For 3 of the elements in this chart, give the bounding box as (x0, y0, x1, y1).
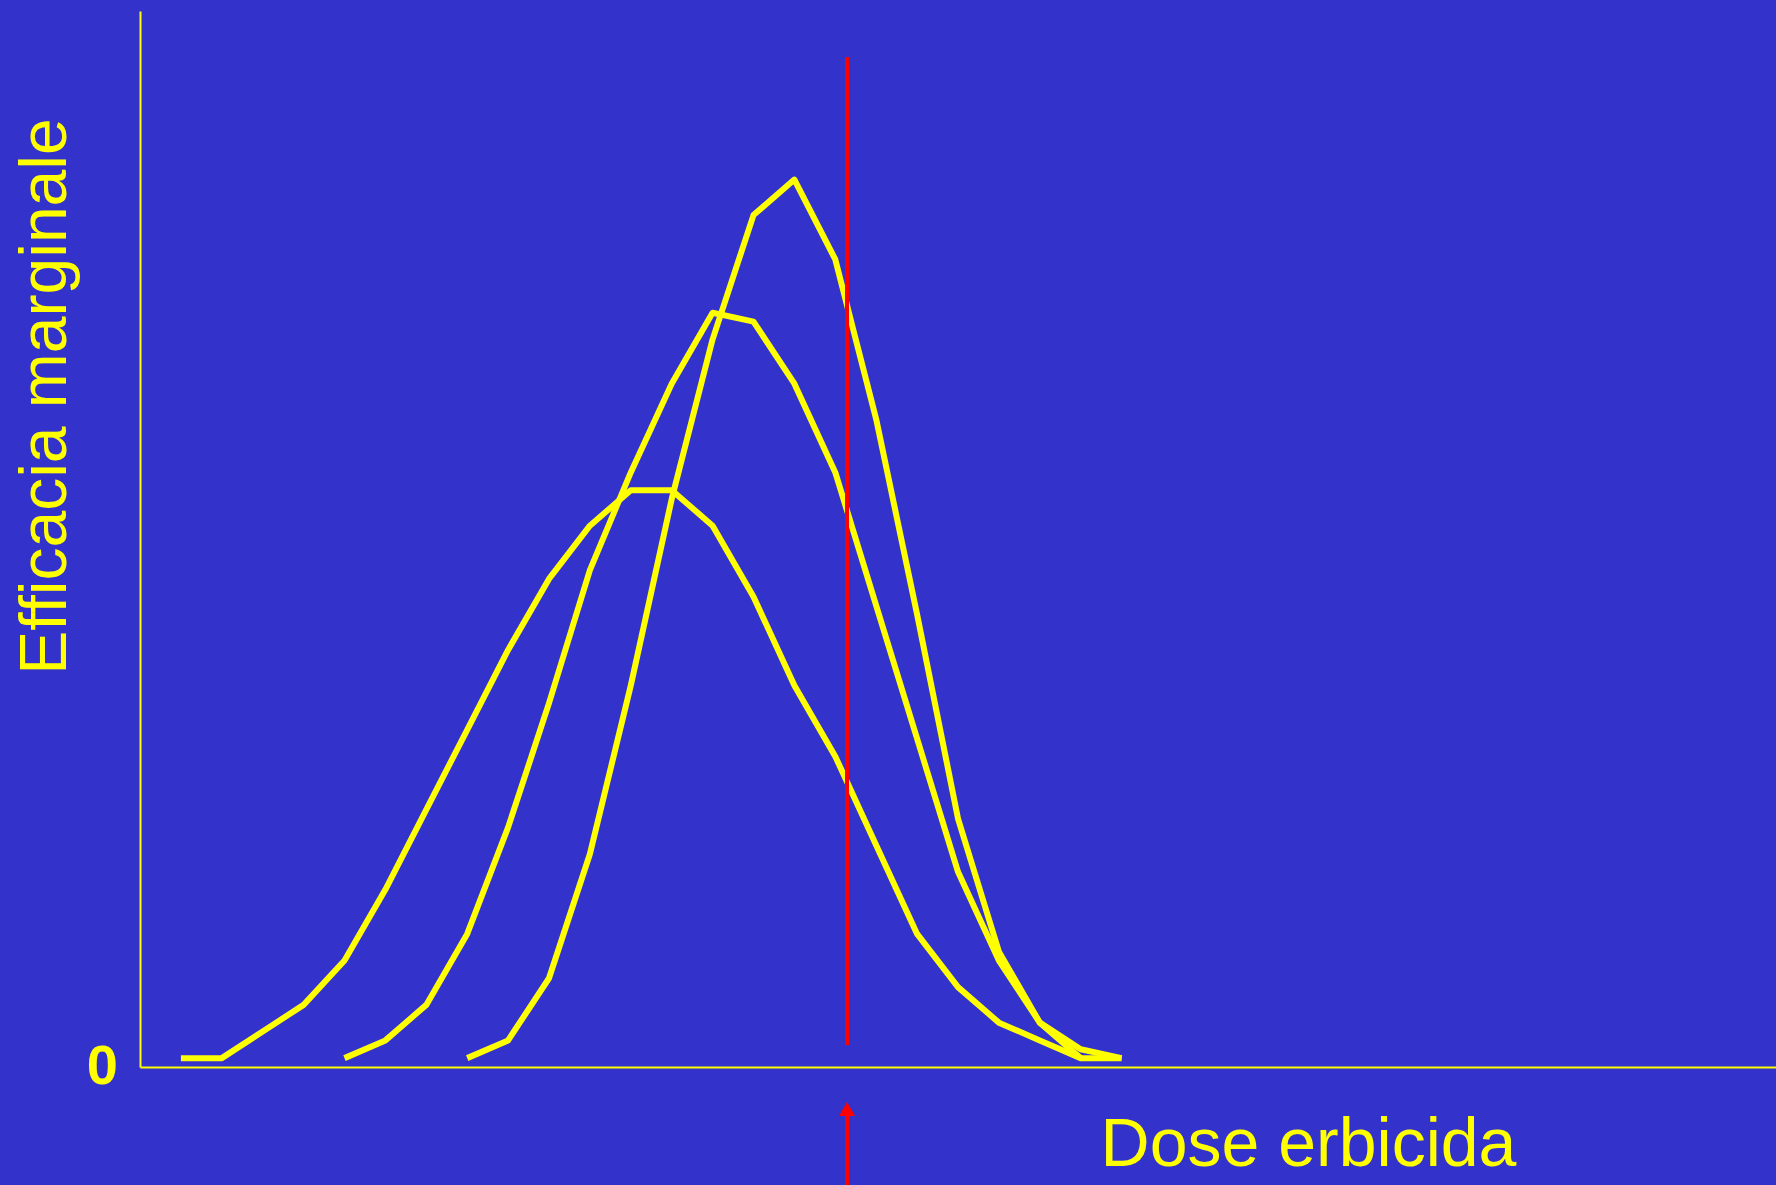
y-axis-title: Efficacia marginale (5, 118, 80, 675)
text: 0 (86, 1033, 118, 1096)
x-axis-title: Dose erbicida (1100, 1103, 1517, 1180)
